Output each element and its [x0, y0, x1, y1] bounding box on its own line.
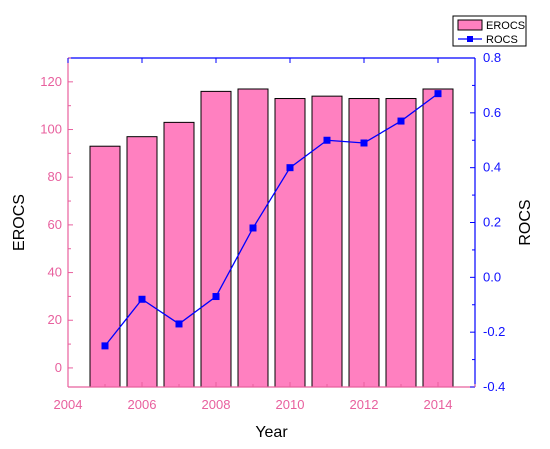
left-tick-label-1: 20 — [48, 312, 62, 327]
rocs-point-2013 — [397, 117, 405, 125]
legend-swatch-rocs-marker — [467, 36, 473, 42]
rocs-point-2011 — [323, 136, 331, 144]
rocs-point-2006 — [138, 295, 146, 303]
left-tick-label-4: 80 — [48, 169, 62, 184]
x-tick-label-0: 2004 — [54, 397, 83, 412]
left-tick-label-3: 60 — [48, 217, 62, 232]
bar-2007 — [163, 121, 195, 388]
legend-label-erocs: EROCS — [486, 20, 525, 32]
bar-2005 — [89, 145, 121, 388]
right-tick-label-2: 0.0 — [483, 269, 501, 284]
left-tick-label-6: 120 — [40, 74, 62, 89]
legend-label-rocs: ROCS — [486, 34, 518, 46]
rocs-series-line — [104, 93, 439, 347]
rocs-point-2005 — [101, 342, 109, 350]
right-tick-label-4: 0.4 — [483, 160, 501, 175]
rocs-point-2008 — [212, 293, 220, 301]
x-tick-label-5: 2014 — [424, 397, 453, 412]
right-tick-label-0: -0.4 — [483, 379, 505, 394]
left-y-axis-title: EROCS — [11, 194, 28, 251]
rocs-point-2007 — [175, 320, 183, 328]
bar-2014 — [422, 88, 454, 388]
right-tick-label-1: -0.2 — [483, 324, 505, 339]
x-tick-label-4: 2012 — [350, 397, 379, 412]
ticks-layer: 0 20 40 60 80 100 120 -0.4 -0.2 0.0 0.2 0.4 0.6 0.8 20… — [40, 50, 505, 412]
x-tick-label-1: 2006 — [128, 397, 157, 412]
right-tick-label-5: 0.6 — [483, 105, 501, 120]
x-axis-title: Year — [255, 424, 288, 441]
left-tick-label-2: 40 — [48, 265, 62, 280]
bar-2013 — [385, 98, 417, 388]
legend: EROCS ROCS — [452, 15, 527, 47]
left-tick-label-5: 100 — [40, 122, 62, 137]
bar-2009 — [237, 88, 269, 388]
left-tick-label-0: 0 — [55, 360, 62, 375]
rocs-point-2009 — [249, 224, 257, 232]
bar-2006 — [126, 136, 158, 388]
rocs-point-2012 — [360, 139, 368, 147]
x-tick-label-2: 2008 — [202, 397, 231, 412]
rocs-point-2014 — [434, 90, 442, 98]
x-tick-label-3: 2010 — [276, 397, 305, 412]
rocs-line-layer — [101, 90, 442, 350]
bars-layer — [89, 88, 454, 388]
right-y-axis-title: ROCS — [517, 199, 534, 245]
bar-2012 — [348, 98, 380, 388]
right-tick-label-6: 0.8 — [483, 50, 501, 65]
rocs-point-2010 — [286, 164, 294, 172]
bar-2011 — [311, 95, 343, 388]
bar-2010 — [274, 98, 306, 388]
bar-2008 — [200, 90, 232, 388]
right-tick-label-3: 0.2 — [483, 215, 501, 230]
legend-swatch-erocs — [457, 19, 483, 31]
